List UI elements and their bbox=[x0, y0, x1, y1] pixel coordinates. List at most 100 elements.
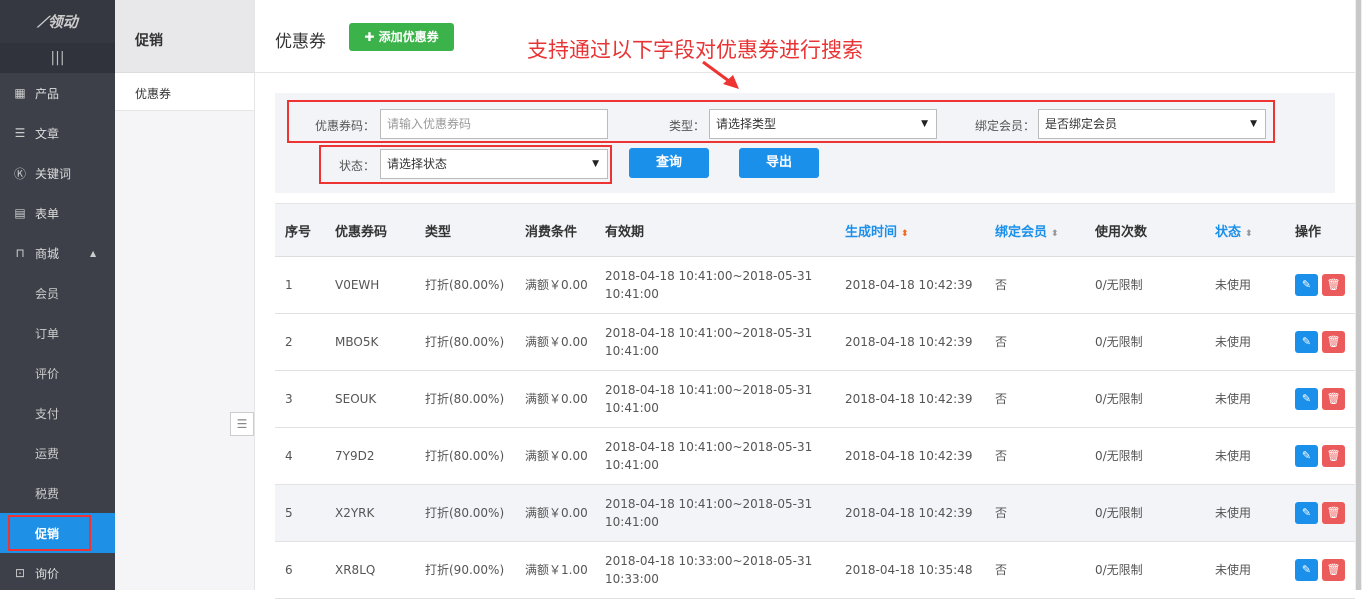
edit-icon[interactable]: ✎ bbox=[1295, 274, 1318, 296]
table-row: 6 XR8LQ 打折(90.00%) 满额￥1.00 2018-04-18 10:33:… bbox=[275, 541, 1355, 599]
column-header-label: 操作 bbox=[1295, 224, 1322, 240]
nav-label: 表单 bbox=[35, 206, 60, 221]
actions-cell: ✎ 🗑 bbox=[1285, 313, 1355, 371]
table-cell: 未使用 bbox=[1205, 370, 1285, 428]
edit-icon[interactable]: ✎ bbox=[1295, 445, 1318, 467]
dropdown-arrow-icon: ▼ bbox=[592, 159, 599, 169]
delete-icon[interactable]: 🗑 bbox=[1322, 445, 1345, 467]
table-cell: 否 bbox=[985, 484, 1085, 542]
table-cell: 5 bbox=[275, 484, 325, 542]
column-header-label: 绑定会员 bbox=[995, 224, 1048, 240]
nav-sub-tax[interactable]: 税费 bbox=[35, 486, 60, 501]
table-cell: 2 bbox=[275, 313, 325, 371]
sort-icon[interactable]: ⬍ bbox=[1051, 228, 1059, 239]
dropdown-arrow-icon: ▼ bbox=[921, 119, 928, 129]
nav-sub-payment[interactable]: 支付 bbox=[35, 406, 60, 421]
table-cell: 打折(80.00%) bbox=[415, 256, 515, 314]
table-cell: 2018-04-18 10:42:39 bbox=[835, 313, 985, 371]
actions-cell: ✎ 🗑 bbox=[1285, 256, 1355, 314]
table-cell: 0/无限制 bbox=[1085, 541, 1205, 599]
search-button[interactable]: 查询 bbox=[629, 148, 709, 178]
coupon-code-input[interactable]: 请输入优惠券码 bbox=[380, 109, 608, 139]
nav-item-articles[interactable]: ☰ 文章 bbox=[0, 113, 115, 153]
nav-item-forms[interactable]: ▤ 表单 bbox=[0, 193, 115, 233]
delete-icon[interactable]: 🗑 bbox=[1322, 274, 1345, 296]
nav-sub-orders[interactable]: 订单 bbox=[35, 326, 60, 341]
sort-icon[interactable]: ⬍ bbox=[901, 228, 909, 239]
actions-cell: ✎ 🗑 bbox=[1285, 427, 1355, 485]
table-cell: 6 bbox=[275, 541, 325, 599]
dropdown-arrow-icon: ▼ bbox=[1250, 119, 1257, 129]
delete-icon[interactable]: 🗑 bbox=[1322, 502, 1345, 524]
nav-label: 关键词 bbox=[35, 166, 72, 181]
table-cell: 4 bbox=[275, 427, 325, 485]
member-select[interactable]: 是否绑定会员 ▼ bbox=[1038, 109, 1266, 139]
column-header: 使用次数 bbox=[1085, 203, 1205, 257]
subpanel-item-coupons[interactable]: 优惠券 bbox=[115, 73, 254, 111]
sort-icon[interactable]: ⬍ bbox=[1245, 228, 1253, 239]
column-header: 消费条件 bbox=[515, 203, 595, 257]
table-row: 4 7Y9D2 打折(80.00%) 满额￥0.00 2018-04-18 10:41:… bbox=[275, 427, 1355, 485]
table-cell: 2018-04-18 10:42:39 bbox=[835, 256, 985, 314]
actions-cell: ✎ 🗑 bbox=[1285, 484, 1355, 542]
type-label: 类型： bbox=[668, 119, 705, 133]
nav-sub-members[interactable]: 会员 bbox=[35, 286, 60, 301]
table-cell: 打折(80.00%) bbox=[415, 484, 515, 542]
collapse-panel-icon[interactable]: ☰ bbox=[230, 412, 254, 436]
nav-sub-reviews[interactable]: 评价 bbox=[35, 366, 60, 381]
nav-item-keywords[interactable]: Ⓚ 关键词 bbox=[0, 153, 115, 193]
table-cell: 否 bbox=[985, 313, 1085, 371]
table-cell: 2018-04-18 10:41:00~2018-05-31 10:41:00 bbox=[595, 484, 835, 542]
column-header-label: 状态 bbox=[1215, 224, 1242, 240]
hamburger-icon[interactable]: ||| bbox=[0, 43, 115, 73]
table-cell: 2018-04-18 10:42:39 bbox=[835, 427, 985, 485]
edit-icon[interactable]: ✎ bbox=[1295, 388, 1318, 410]
table-cell: 满额￥0.00 bbox=[515, 256, 595, 314]
table-cell: 未使用 bbox=[1205, 313, 1285, 371]
search-filter-panel: 优惠券码： 请输入优惠券码 类型： 请选择类型 ▼ 绑定会员： 是否绑定会员 ▼ 状… bbox=[275, 93, 1335, 193]
table-cell: 打折(80.00%) bbox=[415, 427, 515, 485]
column-header: 优惠券码 bbox=[325, 203, 415, 257]
table-cell: 打折(80.00%) bbox=[415, 313, 515, 371]
nav-item-inquiry[interactable]: ⊡ 询价 bbox=[0, 553, 115, 593]
logo[interactable]: ⟋领动 bbox=[0, 0, 115, 43]
export-button[interactable]: 导出 bbox=[739, 148, 819, 178]
edit-icon[interactable]: ✎ bbox=[1295, 559, 1318, 581]
table-cell: 否 bbox=[985, 370, 1085, 428]
subpanel-title: 促销 bbox=[115, 0, 254, 73]
column-header[interactable]: 生成时间 ⬍ bbox=[835, 203, 985, 257]
table-cell: 满额￥0.00 bbox=[515, 427, 595, 485]
column-header[interactable]: 绑定会员 ⬍ bbox=[985, 203, 1085, 257]
edit-icon[interactable]: ✎ bbox=[1295, 331, 1318, 353]
column-header-label: 消费条件 bbox=[525, 224, 578, 240]
delete-icon[interactable]: 🗑 bbox=[1322, 331, 1345, 353]
nav-sub-shipping[interactable]: 运费 bbox=[35, 446, 60, 461]
table-cell: V0EWH bbox=[325, 256, 415, 314]
member-value: 是否绑定会员 bbox=[1045, 117, 1118, 131]
table-cell: MBO5K bbox=[325, 313, 415, 371]
table-cell: 0/无限制 bbox=[1085, 484, 1205, 542]
clipboard-icon: ▤ bbox=[14, 206, 26, 220]
scrollbar[interactable] bbox=[1355, 0, 1362, 590]
nav-sub-promotion[interactable]: 促销 bbox=[0, 513, 115, 553]
table-cell: 7Y9D2 bbox=[325, 427, 415, 485]
column-header: 操作 bbox=[1285, 203, 1355, 257]
table-cell: 满额￥1.00 bbox=[515, 541, 595, 599]
edit-icon[interactable]: ✎ bbox=[1295, 502, 1318, 524]
delete-icon[interactable]: 🗑 bbox=[1322, 388, 1345, 410]
table-cell: 1 bbox=[275, 256, 325, 314]
delete-icon[interactable]: 🗑 bbox=[1322, 559, 1345, 581]
caret-up-icon: ▲ bbox=[90, 248, 97, 258]
table-cell: X2YRK bbox=[325, 484, 415, 542]
highlight-box bbox=[319, 145, 612, 184]
column-header-label: 序号 bbox=[285, 224, 312, 240]
table-cell: 0/无限制 bbox=[1085, 313, 1205, 371]
type-select[interactable]: 请选择类型 ▼ bbox=[709, 109, 937, 139]
add-coupon-button[interactable]: ✚ 添加优惠券 bbox=[349, 23, 454, 51]
table-cell: XR8LQ bbox=[325, 541, 415, 599]
column-header[interactable]: 状态 ⬍ bbox=[1205, 203, 1285, 257]
status-select[interactable]: 请选择状态 ▼ bbox=[380, 149, 608, 179]
nav-item-products[interactable]: ▦ 产品 bbox=[0, 73, 115, 113]
nav-item-shop[interactable]: ⊓ 商城 ▲ bbox=[0, 233, 115, 273]
nav-label: 促销 bbox=[35, 526, 60, 541]
